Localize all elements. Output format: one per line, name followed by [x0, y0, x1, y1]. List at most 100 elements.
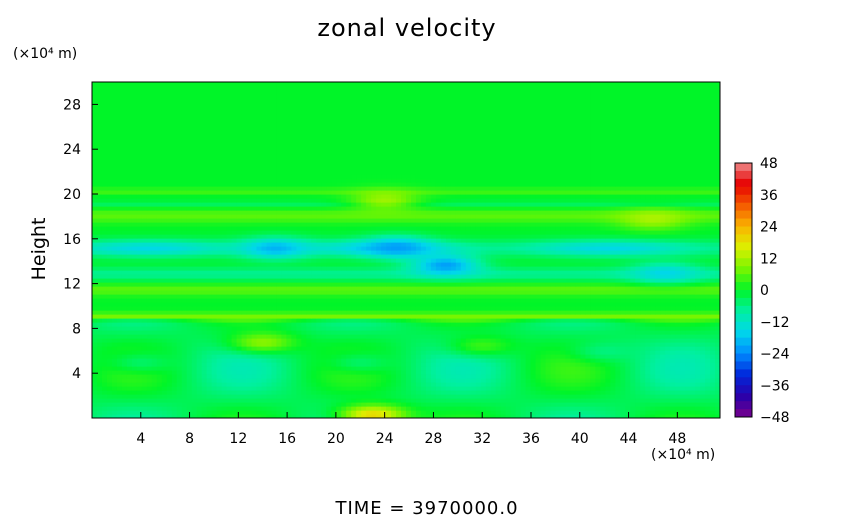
- heatmap-cell: [580, 342, 587, 347]
- heatmap-cell: [316, 326, 322, 331]
- heatmap-cell: [520, 346, 527, 351]
- heatmap-cell: [635, 302, 641, 307]
- heatmap-cell: [101, 406, 108, 411]
- heatmap-cell: [550, 270, 557, 275]
- heatmap-cell: [196, 278, 203, 283]
- heatmap-cell: [410, 362, 417, 367]
- heatmap-cell: [266, 298, 273, 303]
- heatmap-cell: [510, 282, 517, 287]
- heatmap-cell: [136, 346, 143, 351]
- heatmap-cell: [241, 370, 248, 375]
- heatmap-cell: [356, 278, 362, 283]
- heatmap-cell: [311, 374, 317, 379]
- heatmap-cell: [555, 374, 562, 379]
- heatmap-cell: [525, 386, 532, 391]
- heatmap-cell: [276, 394, 282, 399]
- heatmap-cell: [166, 262, 173, 267]
- heatmap-cell: [216, 326, 223, 331]
- heatmap-cell: [455, 362, 462, 367]
- heatmap-cell: [420, 278, 427, 283]
- heatmap-cell: [495, 290, 502, 295]
- heatmap-cell: [206, 390, 213, 395]
- heatmap-cell: [106, 338, 113, 343]
- heatmap-cell: [680, 310, 686, 315]
- heatmap-cell: [111, 258, 118, 263]
- heatmap-cell: [271, 366, 278, 371]
- heatmap-cell: [420, 318, 427, 323]
- heatmap-cell: [530, 362, 537, 367]
- heatmap-cell: [271, 402, 278, 407]
- heatmap-cell: [470, 378, 477, 383]
- heatmap-cell: [331, 382, 337, 387]
- heatmap-cell: [675, 322, 681, 327]
- heatmap-cell: [700, 366, 706, 371]
- heatmap-cell: [261, 338, 268, 343]
- heatmap-cell: [525, 362, 532, 367]
- heatmap-cell: [625, 306, 631, 311]
- heatmap-cell: [311, 278, 317, 283]
- heatmap-cell: [665, 414, 671, 418]
- heatmap-cell: [406, 414, 412, 418]
- heatmap-cell: [415, 394, 422, 399]
- heatmap-cell: [261, 350, 268, 355]
- heatmap-cell: [196, 366, 203, 371]
- heatmap-cell: [191, 378, 198, 383]
- heatmap-cell: [261, 266, 268, 271]
- heatmap-cell: [346, 374, 352, 379]
- heatmap-cell: [645, 274, 651, 279]
- heatmap-cell: [201, 302, 208, 307]
- heatmap-cell: [156, 270, 163, 275]
- heatmap-cell: [605, 334, 611, 339]
- heatmap-cell: [341, 394, 347, 399]
- heatmap-cell: [211, 270, 218, 275]
- heatmap-cell: [191, 266, 198, 271]
- heatmap-cell: [450, 382, 457, 387]
- heatmap-cell: [116, 290, 123, 295]
- heatmap-cell: [336, 410, 342, 415]
- heatmap-cell: [475, 258, 482, 263]
- heatmap-cell: [131, 374, 138, 379]
- heatmap-cell: [201, 362, 208, 367]
- heatmap-cell: [485, 270, 492, 275]
- heatmap-cell: [391, 306, 397, 311]
- heatmap-cell: [171, 390, 178, 395]
- heatmap-cell: [206, 322, 213, 327]
- heatmap-cell: [695, 378, 701, 383]
- heatmap-cell: [251, 354, 258, 359]
- heatmap-cell: [261, 374, 268, 379]
- heatmap-cell: [535, 398, 542, 403]
- heatmap-cell: [191, 398, 198, 403]
- heatmap-cell: [266, 286, 273, 291]
- heatmap-cell: [655, 322, 661, 327]
- heatmap-cell: [401, 414, 407, 418]
- heatmap-cell: [710, 290, 716, 295]
- heatmap-cell: [510, 390, 517, 395]
- heatmap-cell: [201, 358, 208, 363]
- heatmap-cell: [475, 310, 482, 315]
- heatmap-cell: [406, 354, 412, 359]
- heatmap-cell: [131, 366, 138, 371]
- heatmap-cell: [470, 358, 477, 363]
- heatmap-cell: [366, 314, 372, 319]
- heatmap-cell: [236, 346, 243, 351]
- heatmap-cell: [685, 278, 691, 283]
- heatmap-cell: [465, 326, 472, 331]
- heatmap-cell: [430, 370, 437, 375]
- heatmap-cell: [116, 326, 123, 331]
- heatmap-cell: [191, 386, 198, 391]
- heatmap-cell: [495, 350, 502, 355]
- heatmap-cell: [425, 382, 432, 387]
- heatmap-cell: [171, 410, 178, 415]
- heatmap-cell: [640, 322, 646, 327]
- heatmap-cell: [186, 346, 193, 351]
- heatmap-cell: [371, 394, 377, 399]
- heatmap-cell: [645, 278, 651, 283]
- heatmap-cell: [580, 358, 587, 363]
- heatmap-cell: [540, 382, 547, 387]
- heatmap-cell: [92, 330, 98, 335]
- heatmap-cell: [545, 310, 552, 315]
- heatmap-cell: [615, 346, 621, 351]
- heatmap-cell: [161, 314, 168, 319]
- heatmap-cell: [396, 386, 402, 391]
- heatmap-cell: [710, 318, 716, 323]
